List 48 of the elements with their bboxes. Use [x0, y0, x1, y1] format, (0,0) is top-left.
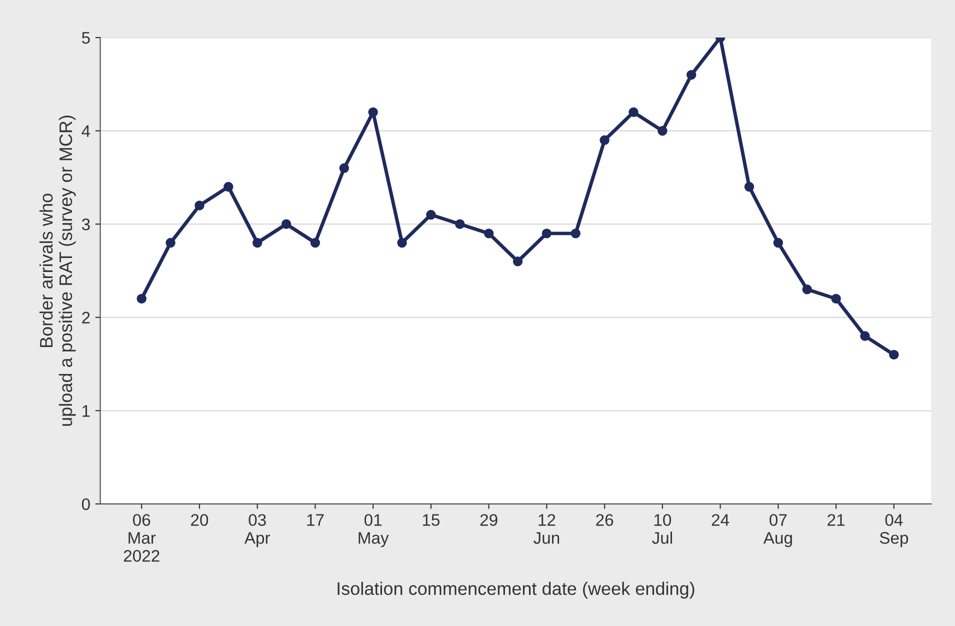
point [686, 70, 696, 80]
point [628, 107, 638, 118]
x-tick-label: 01 May [358, 514, 389, 548]
y-tick-label: 4 [82, 125, 90, 137]
point [570, 228, 580, 238]
point [368, 107, 378, 118]
y-tick-label: 1 [82, 405, 90, 417]
point [397, 238, 407, 248]
x-tick-label: 06 Mar 2022 [124, 514, 160, 562]
point [310, 238, 320, 248]
point [194, 200, 204, 210]
y-tick-label: 3 [82, 218, 90, 230]
point [773, 238, 784, 248]
x-tick-label: 26 [596, 514, 614, 526]
point [600, 135, 610, 146]
point [512, 256, 523, 266]
point [455, 219, 465, 229]
x-tick-label: 17 [307, 514, 324, 526]
x-tick-label: 10 Jul [652, 514, 672, 544]
x-tick-label: 21 [828, 514, 845, 526]
y-axis-title: Border arrivals who upload a positive RAT (survey or MCR) [39, 116, 76, 426]
y-tick-label: 2 [82, 312, 90, 324]
point [658, 126, 668, 136]
point [281, 219, 292, 229]
x-tick-label: 07 Aug [763, 514, 792, 548]
point [166, 238, 176, 248]
point [744, 182, 754, 192]
y-tick-label: 5 [82, 32, 90, 44]
point [802, 284, 812, 294]
point [339, 163, 350, 174]
x-tick-label: 03 Apr [244, 514, 270, 548]
x-tick-label: 12 Jun [534, 514, 560, 544]
point [224, 182, 234, 192]
point [542, 228, 552, 238]
point [860, 331, 870, 341]
point [252, 238, 262, 248]
point [484, 228, 494, 238]
y-tick-label: 0 [82, 498, 90, 510]
x-tick-label: 15 [422, 514, 440, 526]
point [889, 350, 899, 360]
x-tick-label: 04 Sep [880, 514, 908, 548]
x-tick-label: 29 [480, 514, 498, 526]
x-tick-label: 20 [191, 514, 208, 526]
x-axis-title: Isolation commencement date (week ending) [338, 582, 694, 599]
x-tick-label: 24 [712, 514, 730, 526]
point [136, 294, 146, 304]
point [831, 294, 841, 304]
point [426, 210, 436, 220]
